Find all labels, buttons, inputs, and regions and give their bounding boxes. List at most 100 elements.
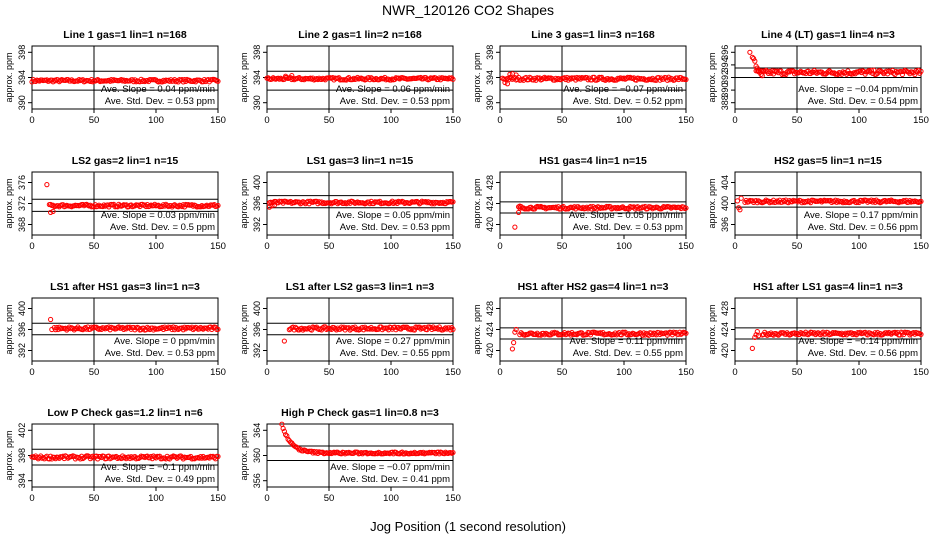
outlier-point [48, 209, 54, 216]
panel-title: High P Check gas=1 lin=0.8 n=3 [281, 407, 439, 419]
outlier-point [502, 79, 508, 86]
x-tick-label: 150 [678, 115, 694, 126]
x-tick-label: 150 [913, 367, 929, 378]
std-dev-annotation: Ave. Std. Dev. = 0.53 ppm [105, 348, 215, 359]
outlier-point [289, 73, 295, 79]
outlier-point [758, 71, 764, 77]
y-tick-label: 420 [485, 217, 495, 232]
x-tick-label: 0 [264, 115, 269, 126]
data-point [918, 68, 924, 74]
y-axis-label: approx. ppm [4, 178, 14, 228]
y-tick-label: 398 [485, 45, 495, 60]
panel-5: LS2 gas=2 lin=1 n=15 368 372 376 0 50 100 150 ap… [4, 155, 226, 252]
y-tick-label: 394 [485, 70, 495, 85]
data-point [573, 77, 579, 83]
data-points [29, 76, 221, 85]
panel-8: HS2 gas=5 lin=1 n=15 396 400 404 0 50 100 150 ap… [707, 155, 929, 252]
y-tick-label: 392 [252, 343, 262, 358]
outlier-point [747, 49, 753, 55]
x-tick-label: 100 [383, 493, 399, 504]
data-point [683, 330, 689, 336]
data-point [918, 331, 924, 337]
y-tick-label: 398 [17, 448, 27, 463]
x-tick-label: 150 [913, 241, 929, 252]
outlier-point [48, 316, 54, 323]
data-points [509, 326, 689, 352]
outlier-point [754, 65, 760, 71]
y-tick-label: 356 [252, 473, 262, 488]
outlier-point [513, 326, 519, 333]
std-dev-annotation: Ave. Std. Dev. = 0.55 ppm [573, 348, 683, 359]
outlier-point [512, 329, 518, 335]
std-dev-annotation: Ave. Std. Dev. = 0.53 ppm [340, 96, 450, 107]
panel-9: LS1 after HS1 gas=3 lin=1 n=3 392 396 400 0 5… [4, 281, 226, 378]
x-tick-label: 0 [264, 493, 269, 504]
panel-title: Line 1 gas=1 lin=1 n=168 [63, 29, 187, 41]
data-point [215, 202, 221, 209]
x-tick-label: 150 [210, 493, 226, 504]
data-point [680, 204, 687, 210]
panel-11: HS1 after HS2 gas=4 lin=1 n=3 420 424 428 0 5… [472, 281, 694, 378]
outlier-point [759, 73, 765, 79]
y-tick-label: 420 [720, 343, 730, 358]
data-point [809, 329, 815, 336]
y-tick-label: 394 [17, 473, 27, 488]
outlier-point [283, 73, 289, 79]
y-axis-label: approx. ppm [4, 304, 14, 354]
x-tick-label: 100 [383, 115, 399, 126]
std-dev-annotation: Ave. Std. Dev. = 0.49 ppm [105, 474, 215, 485]
data-point [215, 326, 221, 332]
y-tick-label: 360 [252, 448, 262, 463]
x-tick-label: 0 [29, 367, 34, 378]
slope-annotation: Ave. Slope = 0.11 ppm/min [570, 336, 683, 347]
panel-2: Line 2 gas=1 lin=2 n=168 390 394 398 0 50 100 1… [239, 29, 461, 126]
x-tick-label: 50 [324, 115, 335, 126]
panel-title: LS1 after LS2 gas=3 lin=1 n=3 [286, 281, 435, 293]
y-tick-label: 398 [252, 45, 262, 60]
data-points [48, 316, 221, 333]
data-point [328, 201, 335, 207]
x-tick-label: 50 [557, 241, 568, 252]
data-point [868, 67, 875, 73]
data-point [892, 329, 898, 335]
slope-annotation: Ave. Slope = 0.03 ppm/min [101, 210, 215, 221]
outlier-point [751, 56, 757, 62]
y-tick-label: 392 [17, 343, 27, 358]
data-point [899, 71, 906, 78]
data-points [44, 182, 221, 216]
x-tick-label: 50 [557, 367, 568, 378]
x-tick-label: 50 [792, 367, 803, 378]
y-tick-label: 428 [485, 301, 495, 316]
outlier-point [734, 198, 741, 204]
x-tick-label: 100 [148, 367, 164, 378]
data-point [180, 327, 186, 333]
x-tick-label: 100 [383, 367, 399, 378]
outlier-point [50, 208, 56, 214]
std-dev-annotation: Ave. Std. Dev. = 0.5 ppm [110, 222, 215, 233]
outlier-point [507, 71, 513, 77]
x-tick-label: 50 [89, 367, 100, 378]
outlier-point [755, 333, 762, 339]
outlier-point [516, 209, 522, 216]
y-axis-label: approx. ppm [707, 52, 717, 102]
y-axis-label: approx. ppm [4, 52, 14, 102]
panel-7: HS1 gas=4 lin=1 n=15 420 424 428 0 50 100 150 ap… [472, 155, 694, 252]
x-tick-label: 0 [732, 367, 737, 378]
x-tick-label: 50 [89, 493, 100, 504]
outlier-point [749, 54, 755, 60]
panel-6: LS1 gas=3 lin=1 n=15 392 396 400 0 50 100 150 ap… [239, 155, 461, 252]
outlier-point [504, 81, 511, 87]
y-tick-label: 394 [720, 57, 730, 72]
panel-14: High P Check gas=1 lin=0.8 n=3 356 360 364 0… [239, 407, 461, 504]
y-tick-label: 398 [17, 45, 27, 60]
x-tick-label: 50 [89, 115, 100, 126]
x-tick-label: 100 [851, 367, 867, 378]
outlier-point [269, 203, 275, 209]
panel-4: Line 4 (LT) gas=1 lin=4 n=3 3883903923943… [707, 29, 929, 126]
data-point [683, 76, 689, 83]
outlier-point [509, 346, 516, 352]
data-point [450, 76, 456, 82]
y-tick-label: 390 [252, 95, 262, 110]
data-points [281, 324, 456, 344]
x-tick-label: 50 [89, 241, 100, 252]
